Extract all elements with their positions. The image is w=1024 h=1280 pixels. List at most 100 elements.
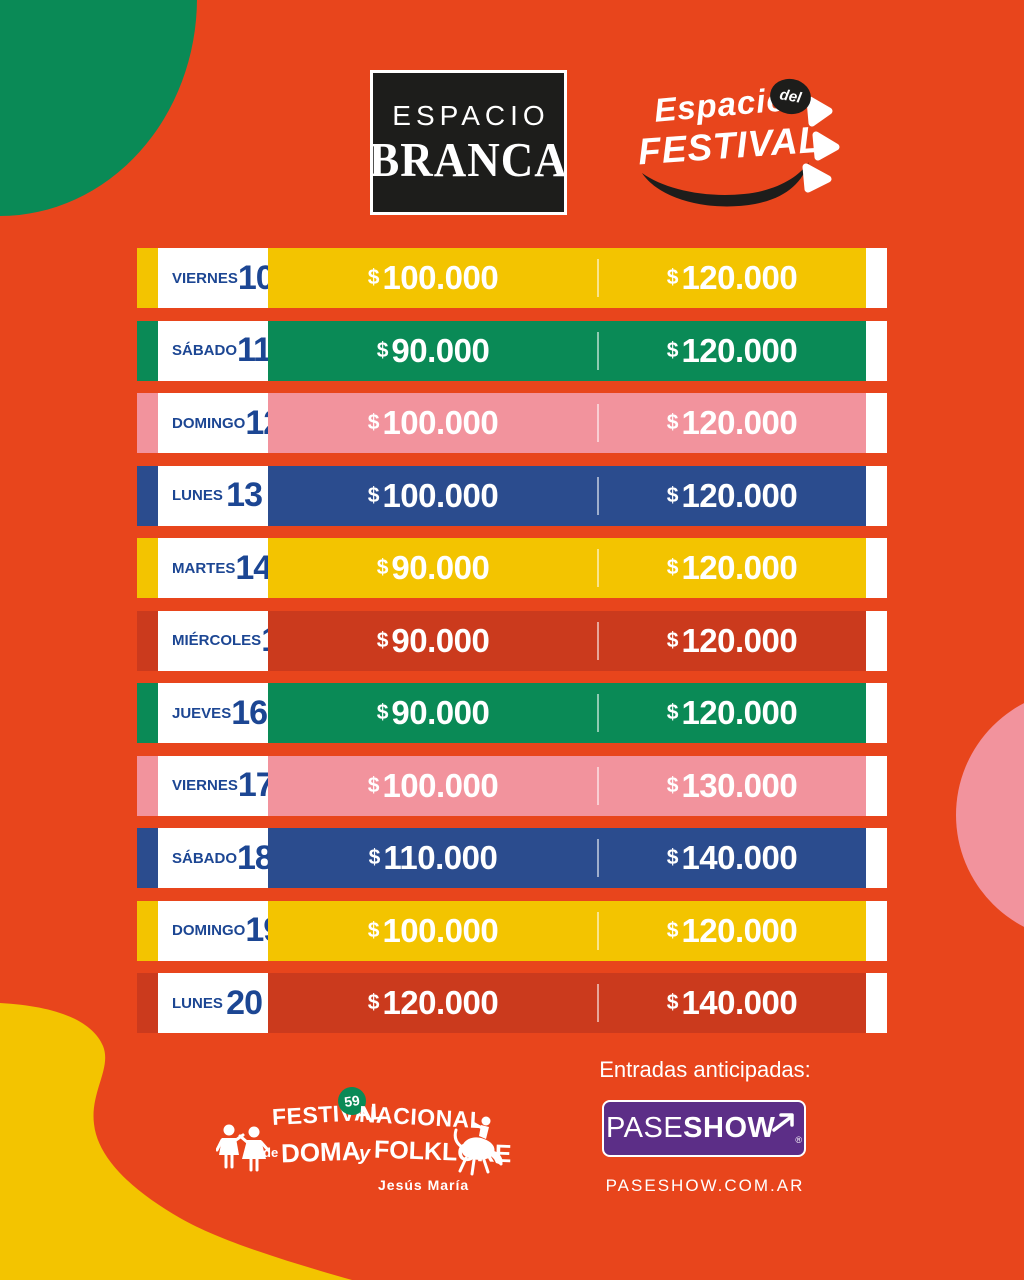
row-right-white-cap (866, 755, 887, 816)
price-row: DOMINGO 12 $ 100.000 $ 120.000 (137, 393, 887, 453)
day-number: 18 (237, 838, 274, 877)
paseshow-logo-button: PASE SHOW ® (602, 1100, 806, 1157)
festival-price: 120.000 (681, 694, 798, 731)
festival-price-cell: $ 120.000 (598, 466, 866, 526)
row-right-white-cap (866, 248, 887, 308)
price-cells: $ 90.000 $ 120.000 (268, 320, 866, 381)
day-number: 14 (235, 548, 272, 587)
branca-price: 100.000 (382, 476, 499, 514)
branca-price-cell: $ 100.000 (268, 248, 598, 308)
pink-circle (956, 703, 1024, 927)
row-right-white-cap (866, 683, 887, 743)
currency-symbol: $ (376, 701, 389, 724)
row-right-white-cap (866, 465, 887, 526)
price-cells: $ 120.000 $ 140.000 (268, 973, 866, 1033)
row-left-color-strip (137, 465, 158, 526)
price-cells: $ 100.000 $ 120.000 (268, 248, 866, 308)
festival-logo-art (642, 96, 840, 207)
website-url: PASESHOW.COM.AR (605, 1176, 805, 1195)
day-label-box: JUEVES 16 (158, 683, 268, 743)
price-row: DOMINGO 19 $ 100.000 $ 120.000 (137, 900, 887, 961)
branca-price-cell: $ 120.000 (268, 973, 598, 1033)
row-right-white-cap (866, 610, 887, 671)
price-row: VIERNES 10 $ 100.000 $ 120.000 (137, 248, 887, 308)
day-name: DOMINGO (172, 414, 246, 432)
branca-price-cell: $ 100.000 (268, 901, 598, 961)
branca-branca-text: BRANCA (369, 132, 568, 187)
row-left-color-strip (137, 755, 158, 816)
day-name: LUNES (172, 994, 223, 1012)
branca-price: 90.000 (391, 331, 490, 369)
row-left-color-strip (137, 973, 158, 1033)
day-label-box: LUNES 13 (158, 465, 268, 526)
row-right-white-cap (866, 320, 887, 381)
row-left-color-strip (137, 610, 158, 671)
day-name: VIERNES (172, 269, 238, 287)
branca-price: 100.000 (382, 911, 499, 949)
festival-price: 120.000 (681, 259, 798, 296)
row-right-white-cap (866, 973, 887, 1033)
registered-mark: ® (795, 1135, 803, 1145)
currency-symbol: $ (367, 991, 380, 1014)
festival-price-cell: $ 120.000 (598, 611, 866, 671)
price-cells: $ 90.000 $ 120.000 (268, 610, 866, 671)
festival-price: 120.000 (681, 911, 798, 949)
festival-price-cell: $ 120.000 (598, 901, 866, 961)
branca-price-cell: $ 90.000 (268, 538, 598, 598)
day-number: 13 (226, 476, 263, 514)
currency-symbol: $ (376, 338, 389, 362)
currency-symbol: $ (666, 991, 679, 1014)
branca-price: 100.000 (382, 766, 499, 804)
currency-symbol: $ (666, 846, 679, 869)
festival-price: 140.000 (681, 984, 798, 1021)
currency-symbol: $ (367, 483, 380, 507)
location-text: Jesús María (378, 1177, 470, 1193)
price-row: VIERNES 17 $ 100.000 $ 130.000 (137, 755, 887, 816)
de-word: de (263, 1145, 279, 1160)
currency-symbol: $ (666, 918, 679, 942)
price-cells: $ 90.000 $ 120.000 (268, 538, 866, 598)
price-row: LUNES 20 $ 120.000 $ 140.000 (137, 973, 887, 1033)
day-label-box: MARTES 14 (158, 538, 272, 598)
festival-price-cell: $ 120.000 (598, 393, 866, 453)
festival-price: 140.000 (681, 839, 798, 876)
branca-price-cell: $ 100.000 (268, 393, 598, 453)
tickets-label: Entradas anticipadas: (599, 1057, 811, 1082)
festival-price: 130.000 (681, 766, 798, 804)
branca-price-cell: $ 90.000 (268, 611, 598, 671)
row-left-color-strip (137, 538, 158, 598)
branca-price: 90.000 (391, 694, 490, 731)
festival-price-cell: $ 120.000 (598, 321, 866, 381)
festival-brand-logo: FESTIVAL 59 NACIONAL de DOMA y FOLKLORE … (210, 1085, 515, 1203)
row-left-color-strip (137, 320, 158, 381)
branca-price: 100.000 (382, 259, 499, 296)
row-left-color-strip (137, 900, 158, 961)
price-cells: $ 100.000 $ 120.000 (268, 900, 866, 961)
currency-symbol: $ (666, 483, 679, 507)
row-left-color-strip (137, 683, 158, 743)
day-name: LUNES (172, 487, 223, 504)
day-label-box: SÁBADO 11 (158, 320, 272, 381)
price-row: LUNES 13 $ 100.000 $ 120.000 (137, 465, 887, 526)
festival-price-cell: $ 140.000 (598, 973, 866, 1033)
price-row: SÁBADO 18 $ 110.000 $ 140.000 (137, 828, 887, 888)
day-label-box: DOMINGO 12 (158, 393, 282, 453)
price-divider (597, 476, 599, 515)
day-name: SÁBADO (172, 342, 238, 359)
festival-price: 120.000 (681, 331, 798, 369)
paseshow-pase-text: PASE (605, 1112, 684, 1144)
price-cells: $ 100.000 $ 120.000 (268, 465, 866, 526)
day-label-box: DOMINGO 19 (158, 900, 282, 961)
day-name: SÁBADO (172, 849, 238, 867)
branca-price: 90.000 (391, 621, 490, 659)
branca-price: 120.000 (382, 984, 499, 1021)
arrow-icon (772, 1112, 795, 1132)
currency-symbol: $ (666, 628, 679, 652)
day-number: 11 (237, 331, 272, 369)
festival-price-cell: $ 140.000 (598, 828, 866, 888)
price-divider (597, 694, 599, 732)
currency-symbol: $ (376, 628, 389, 652)
row-left-color-strip (137, 828, 158, 888)
